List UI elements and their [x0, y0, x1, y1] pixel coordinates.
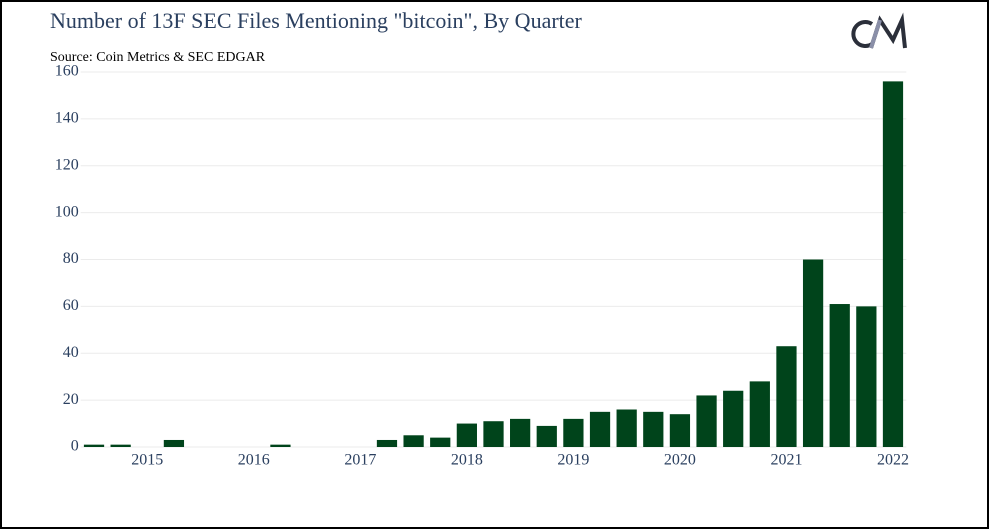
- bar: [563, 418, 584, 447]
- bar: [163, 439, 185, 447]
- bar: [589, 411, 611, 447]
- bar: [723, 390, 744, 447]
- x-tick-label: 2015: [131, 452, 163, 469]
- bar: [483, 421, 504, 447]
- y-tick-label: 100: [55, 203, 79, 220]
- y-tick-label: 140: [55, 110, 79, 127]
- bar: [510, 418, 531, 447]
- x-tick-label: 2018: [451, 452, 483, 469]
- y-tick-label: 0: [71, 438, 79, 455]
- y-tick-label: 120: [55, 156, 79, 173]
- bar: [616, 409, 637, 447]
- bar: [749, 381, 770, 447]
- y-tick-label: 60: [63, 297, 79, 314]
- bar: [270, 444, 291, 447]
- x-tick-label: 2016: [238, 452, 270, 469]
- bar: [776, 346, 797, 447]
- bar: [83, 444, 105, 447]
- bar: [456, 423, 477, 447]
- bar: [696, 395, 717, 447]
- x-tick-label: 2021: [770, 452, 802, 469]
- bar: [430, 437, 451, 447]
- x-tick-label: 2020: [664, 452, 696, 469]
- bar: [643, 411, 664, 447]
- chart-title: Number of 13F SEC Files Mentioning "bitc…: [50, 8, 583, 33]
- bar: [856, 306, 877, 447]
- x-tick-label: 2022: [877, 452, 909, 469]
- y-tick-label: 40: [63, 344, 79, 361]
- bar: [376, 439, 398, 447]
- bar: [536, 425, 557, 447]
- bar: [669, 414, 691, 447]
- chart-subtitle: Source: Coin Metrics & SEC EDGAR: [50, 50, 266, 65]
- x-tick-label: 2019: [557, 452, 589, 469]
- x-tick-label: 2017: [344, 452, 376, 469]
- bar: [403, 435, 424, 447]
- y-tick-label: 160: [55, 63, 79, 80]
- bar: [829, 304, 850, 447]
- logo: [851, 12, 907, 49]
- y-tick-label: 20: [63, 391, 79, 408]
- y-tick-label: 80: [63, 250, 79, 267]
- bar: [882, 81, 904, 447]
- bar: [802, 259, 824, 447]
- bar: [110, 444, 131, 447]
